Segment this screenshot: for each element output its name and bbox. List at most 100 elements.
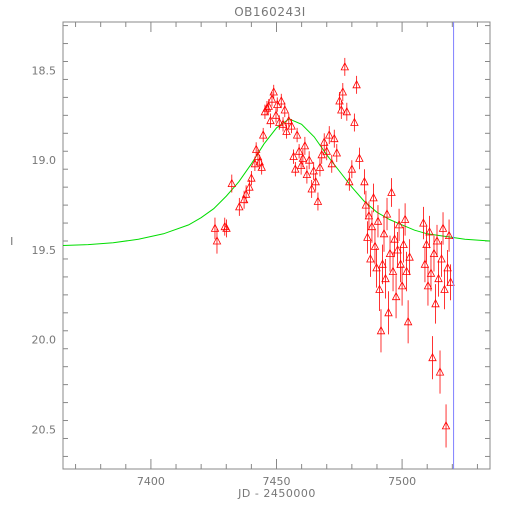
data-point	[338, 87, 348, 96]
data-point	[294, 146, 304, 155]
data-point	[235, 202, 244, 211]
plot-frame	[62, 21, 491, 470]
data-point	[315, 162, 325, 171]
data-point	[264, 101, 273, 110]
data-point	[300, 141, 310, 150]
plot-area: 7400 7450 7500 18.5 19.0 19.5 20.0 20.5	[32, 21, 491, 488]
x-axis-label: JD - 2450000	[237, 487, 316, 500]
data-point	[292, 130, 302, 139]
data-point	[330, 133, 339, 143]
data-point	[400, 214, 410, 223]
data-point	[428, 352, 437, 362]
data-point	[394, 220, 404, 229]
data-point	[247, 173, 256, 182]
data-point	[269, 87, 278, 96]
data-point	[385, 248, 395, 258]
data-point	[350, 117, 359, 126]
data-point	[304, 155, 314, 164]
data-point	[251, 144, 261, 153]
data-point	[280, 105, 290, 114]
data-point	[367, 221, 377, 231]
data-point	[387, 187, 396, 196]
data-point	[373, 216, 383, 225]
data-point	[335, 96, 344, 105]
data-point	[324, 130, 334, 139]
data-point	[425, 227, 434, 236]
data-point	[275, 117, 284, 126]
data-point	[379, 228, 389, 238]
data-point	[393, 245, 402, 254]
data-point	[384, 307, 393, 317]
data-point	[399, 239, 408, 249]
y-axis-label: I	[10, 235, 14, 248]
data-point	[375, 284, 384, 293]
data-point	[396, 259, 405, 268]
data-point	[360, 176, 369, 186]
data-point	[355, 153, 364, 162]
x-tick-label: 7400	[137, 475, 165, 488]
data-point	[431, 298, 440, 308]
data-point	[307, 184, 316, 193]
data-point	[347, 164, 357, 173]
data-point	[441, 421, 451, 430]
data-point	[302, 169, 312, 179]
data-point	[429, 248, 439, 258]
data-point	[443, 263, 452, 272]
y-tick-label: 20.0	[32, 334, 57, 347]
data-point	[277, 96, 286, 105]
data-point	[327, 158, 337, 168]
data-point	[287, 121, 296, 130]
data-point	[266, 115, 275, 125]
data-point	[419, 218, 428, 227]
data-point	[322, 146, 331, 155]
model-curve	[63, 118, 490, 246]
data-point	[446, 277, 455, 286]
data-point	[309, 166, 318, 175]
data-point	[313, 196, 323, 205]
data-point	[437, 254, 446, 263]
y-tick-label: 18.5	[32, 64, 57, 77]
data-point	[282, 126, 291, 135]
data-point	[432, 236, 442, 245]
data-point	[352, 79, 361, 89]
data-layer	[63, 22, 490, 469]
data-point	[440, 284, 449, 293]
data-point	[311, 176, 320, 186]
data-point	[435, 367, 445, 376]
data-point	[271, 110, 281, 119]
data-point	[284, 115, 294, 125]
data-point	[434, 273, 443, 283]
data-point	[363, 232, 372, 241]
data-point	[340, 62, 350, 71]
y-tick-label: 19.0	[32, 154, 57, 167]
data-point	[369, 193, 378, 202]
data-point	[426, 268, 436, 277]
data-point	[372, 263, 381, 272]
data-point	[381, 273, 390, 283]
data-point	[364, 211, 374, 220]
chart-title: OB160243I	[234, 5, 306, 19]
data-point	[227, 178, 237, 188]
data-point	[376, 325, 386, 335]
data-point	[444, 230, 454, 240]
data-point	[361, 200, 371, 209]
data-point	[332, 148, 342, 157]
data-point	[378, 259, 387, 268]
y-tick-label: 20.5	[32, 424, 57, 437]
data-point	[319, 137, 329, 146]
data-point	[258, 130, 268, 139]
data-point	[422, 239, 431, 249]
data-point	[212, 236, 222, 245]
data-point	[210, 223, 220, 232]
y-tick-label: 19.5	[32, 244, 57, 257]
x-tick-label: 7450	[263, 475, 291, 488]
data-point	[298, 153, 308, 162]
data-point	[345, 176, 354, 186]
data-point	[370, 241, 380, 250]
data-point	[402, 266, 411, 275]
data-point	[438, 223, 448, 232]
data-point	[391, 291, 401, 301]
data-point	[257, 162, 266, 171]
data-point	[241, 189, 251, 198]
